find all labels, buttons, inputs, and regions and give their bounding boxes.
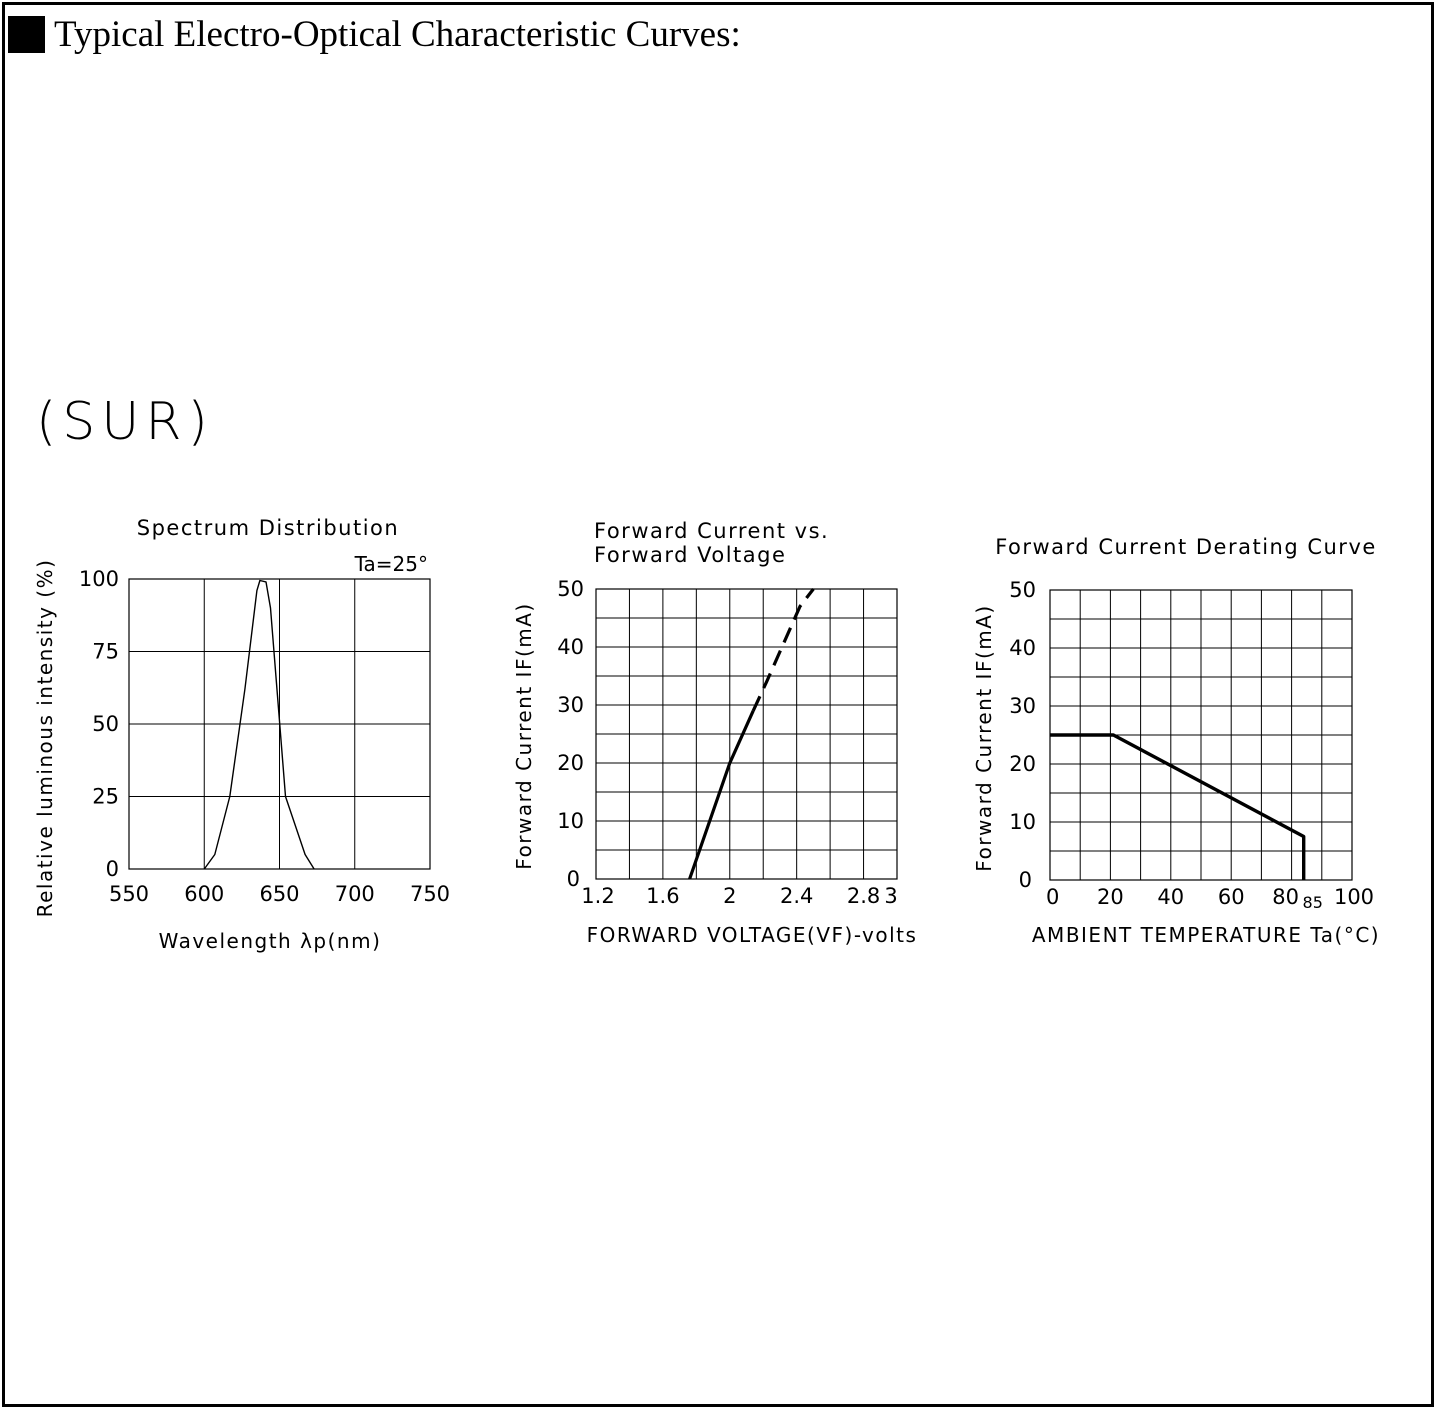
- chart-title-line-2: Forward Voltage: [594, 543, 786, 567]
- x-tick-label: 100: [1334, 885, 1374, 909]
- y-tick-label: 50: [92, 712, 119, 736]
- x-axis-label: FORWARD VOLTAGE(VF)-volts: [587, 923, 918, 947]
- y-tick-label: 0: [1019, 868, 1032, 892]
- y-tick-label: 50: [557, 577, 584, 601]
- spectrum-distribution-chart: 550 600 650 700 750 0 25 50 75 100 Spectrum Distri…: [33, 516, 450, 953]
- heading-bullet-icon: [8, 15, 45, 53]
- x-tick-label: 2.8: [847, 884, 880, 908]
- y-axis-label: Forward Current IF(mA): [972, 604, 996, 871]
- x-axis-label: Wavelength λp(nm): [159, 929, 382, 953]
- x-tick-label: 1.6: [646, 884, 679, 908]
- heading-text: Typical Electro-Optical Characteristic C…: [54, 13, 741, 55]
- x-tick-label: 550: [109, 882, 149, 906]
- chart-title-line-1: Forward Current vs.: [594, 519, 829, 543]
- x-tick-label: 650: [259, 882, 299, 906]
- x-tick-label: 20: [1097, 885, 1124, 909]
- y-tick-label: 10: [1009, 810, 1036, 834]
- y-tick-label: 20: [1009, 752, 1036, 776]
- x-tick-label: 80: [1272, 885, 1299, 909]
- series-line: [203, 579, 315, 870]
- y-tick-label: 50: [1009, 578, 1036, 602]
- x-tick-label: 0: [1046, 885, 1059, 909]
- y-tick-label: 25: [92, 785, 119, 809]
- x-tick-label: 750: [410, 882, 450, 906]
- x-axis-label: AMBIENT TEMPERATURE Ta(°C): [1032, 923, 1380, 947]
- x-tick-label: 2: [723, 884, 736, 908]
- y-tick-label: 30: [1009, 694, 1036, 718]
- x-tick-label: 85: [1303, 893, 1323, 912]
- y-axis-label: Forward Current IF(mA): [512, 602, 536, 869]
- y-tick-label: 100: [79, 567, 119, 591]
- y-tick-label: 10: [557, 809, 584, 833]
- y-axis-label: Relative luminous intensity (%): [33, 559, 57, 918]
- y-tick-label: 40: [557, 635, 584, 659]
- y-tick-label: 0: [106, 857, 119, 881]
- y-tick-label: 75: [92, 640, 119, 664]
- forward-current-derating-chart: 0 20 40 60 80 85 100 0 10 20 30 40 50 Forward Current…: [972, 535, 1380, 947]
- x-tick-label: 60: [1218, 885, 1245, 909]
- y-tick-label: 20: [557, 751, 584, 775]
- x-tick-label: 1.2: [581, 884, 614, 908]
- chart-annotation: Ta=25°: [354, 552, 428, 576]
- x-tick-label: 2.4: [780, 884, 813, 908]
- x-tick-label: 700: [335, 882, 375, 906]
- chart-title: Spectrum Distribution: [137, 516, 399, 540]
- x-tick-label: 3: [884, 884, 897, 908]
- y-tick-label: 0: [567, 867, 580, 891]
- page-heading: Typical Electro-Optical Characteristic C…: [8, 12, 741, 56]
- x-tick-label: 40: [1157, 885, 1184, 909]
- series-line: [688, 710, 755, 880]
- series-line-dashed: [751, 588, 815, 712]
- y-tick-label: 40: [1009, 636, 1036, 660]
- y-tick-label: 30: [557, 693, 584, 717]
- x-tick-label: 600: [184, 882, 224, 906]
- variant-label: (SUR): [36, 392, 214, 452]
- series-line: [1050, 733, 1306, 880]
- chart-title: Forward Current Derating Curve: [995, 535, 1377, 559]
